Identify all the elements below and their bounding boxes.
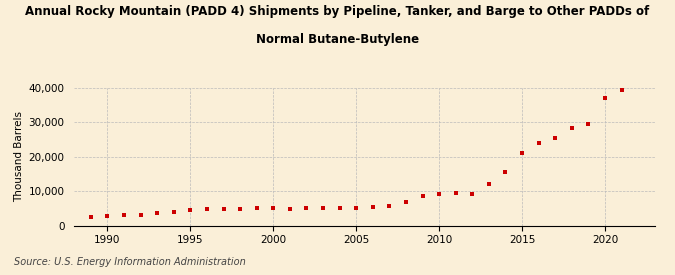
Y-axis label: Thousand Barrels: Thousand Barrels [14,111,24,202]
Text: Normal Butane-Butylene: Normal Butane-Butylene [256,33,419,46]
Text: Annual Rocky Mountain (PADD 4) Shipments by Pipeline, Tanker, and Barge to Other: Annual Rocky Mountain (PADD 4) Shipments… [26,6,649,18]
Text: Source: U.S. Energy Information Administration: Source: U.S. Energy Information Administ… [14,257,245,267]
